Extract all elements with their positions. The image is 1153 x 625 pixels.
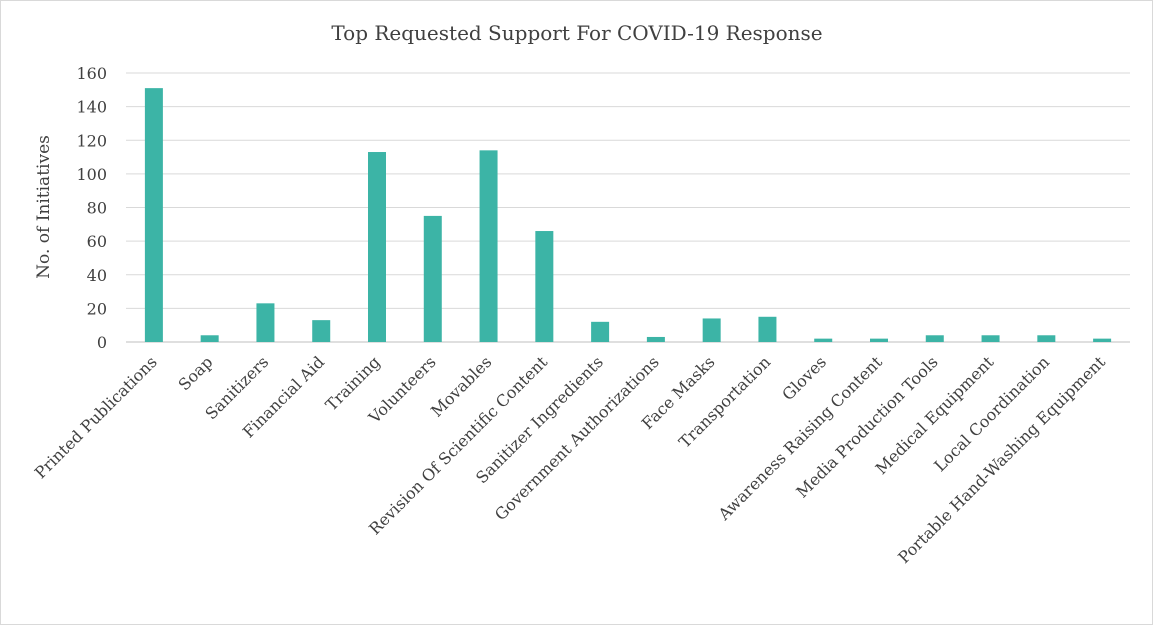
y-tick-label: 140 <box>76 98 107 117</box>
bar <box>981 335 1000 342</box>
x-tick-label: Printed Publications <box>31 352 161 482</box>
x-tick-label: Gloves <box>778 352 830 404</box>
y-axis-ticks: 0 20 40 60 80 100 120 140 160 <box>76 64 107 352</box>
y-tick-label: 40 <box>87 266 107 285</box>
y-tick-label: 80 <box>87 199 107 218</box>
y-tick-label: 60 <box>87 232 107 251</box>
bar <box>870 338 888 342</box>
bar <box>925 335 944 342</box>
bar <box>646 336 665 342</box>
bar <box>256 303 275 342</box>
bar <box>200 335 219 342</box>
bars <box>144 88 1112 342</box>
chart-title: Top Requested Support For COVID-19 Respo… <box>331 21 822 45</box>
bar <box>144 88 163 342</box>
bar <box>1037 335 1056 342</box>
x-tick-label: Portable Hand-Washing Equipment <box>894 352 1109 567</box>
bar <box>479 150 498 342</box>
y-tick-label: 160 <box>76 64 107 83</box>
gridlines <box>126 72 1130 343</box>
bar <box>535 231 554 342</box>
y-tick-label: 20 <box>87 299 107 318</box>
bar <box>1093 338 1112 342</box>
y-axis-title: No. of Initiatives <box>34 135 54 279</box>
bar <box>312 320 331 342</box>
bar <box>814 338 833 342</box>
bar <box>702 318 721 342</box>
y-tick-label: 0 <box>97 333 107 352</box>
x-tick-label: Soap <box>175 352 217 394</box>
bar <box>423 215 442 342</box>
bar <box>368 152 386 342</box>
y-tick-label: 120 <box>76 131 107 150</box>
x-axis-labels: Printed Publications SoapSanitizersFinanc… <box>31 352 1110 567</box>
bar <box>591 321 610 342</box>
y-tick-label: 100 <box>76 165 107 184</box>
bar <box>758 316 777 342</box>
